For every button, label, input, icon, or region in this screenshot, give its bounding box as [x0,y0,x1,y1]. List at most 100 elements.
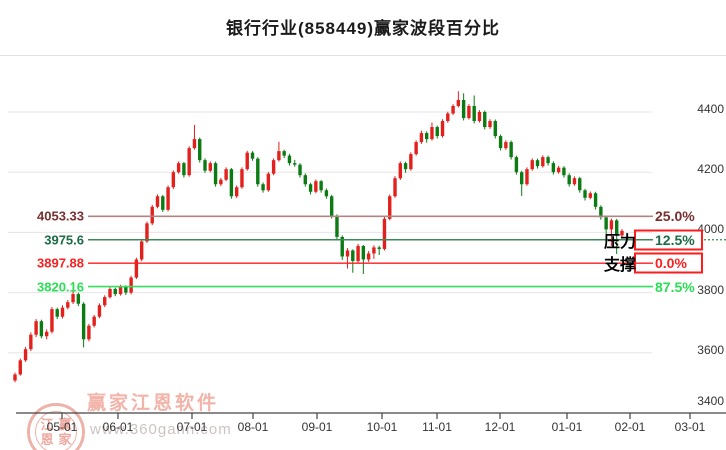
candle-body [271,160,276,174]
level-value-label: 3897.88 [37,255,84,271]
candle-body [234,187,239,197]
candle-body [366,253,371,260]
watermark-logo-characters: 江赢恩家 [35,411,77,450]
candle-body [519,172,524,185]
candle-body [50,309,54,332]
level-alert-box [634,229,703,251]
candle-body [377,247,381,249]
candle-body [414,142,418,155]
candle-body [609,220,614,230]
candle-body [187,148,191,176]
y-tick-label: 3600 [697,342,724,357]
candle-body [620,230,624,236]
candle-body [461,99,466,119]
candle-body [171,172,176,188]
candle-body [224,169,228,180]
candle-body [39,321,44,337]
candle-body [409,154,413,170]
candle-body [203,160,207,171]
candle-body [261,184,265,191]
candle-body [208,163,212,171]
logo-char: 恩 [40,432,54,447]
candle-body [23,349,28,361]
candle-body [145,223,149,242]
candle-body [345,250,350,257]
y-tick-label: 3800 [697,282,724,297]
x-tick-label: 03-01 [674,420,706,434]
y-tick-label: 4000 [697,222,724,237]
candle-body [578,178,582,191]
candle-body [546,157,550,164]
candle-body [562,167,566,176]
candle-body [176,163,181,173]
candle-body [282,151,286,156]
candle-body [66,302,70,308]
candle-body [277,151,281,161]
title-divider [0,55,726,56]
logo-char: 江 [40,417,54,432]
candle-body [319,181,323,191]
candle-body [113,288,117,295]
candle-body [388,196,392,219]
candle-body [314,181,318,192]
x-tick-label: 11-01 [422,420,452,434]
candle-body [504,142,508,149]
candle-body [87,325,91,340]
candle-body [393,178,397,197]
candle-body [361,245,366,260]
candle-body [488,121,492,128]
candle-body [483,112,487,128]
candle-body [229,169,234,197]
candle-body [541,157,545,167]
candle-body [604,217,608,230]
candle-body [71,294,75,303]
candle-body [351,250,355,261]
candle-body [155,196,160,207]
candle-body [430,127,434,140]
candle-body [556,167,561,173]
candle-body [219,179,223,185]
candle-body [335,215,339,237]
candle-body [97,305,102,317]
candle-body [583,190,587,198]
candle-body [60,307,65,317]
candle-body [81,303,86,340]
candle-body [403,163,408,170]
candle-body [472,105,476,122]
watermark-brand-text: 赢家江恩软件 [87,393,220,414]
y-tick-label: 4200 [697,162,724,177]
logo-char: 赢 [58,417,72,432]
candle-body [329,196,334,216]
level-alert-box [634,252,703,274]
candle-body [118,286,123,295]
candle-body [213,163,218,185]
level-percent-label: 87.5% [655,278,695,295]
candle-body [34,321,38,335]
candle-body [372,247,376,254]
candle-body [451,105,455,114]
x-tick-label: 08-01 [237,420,269,434]
candle-body [192,139,197,149]
candle-body [108,288,112,298]
candle-body [44,331,49,337]
candle-body [440,121,445,137]
candle-body [134,259,139,278]
candle-body [103,297,107,306]
candle-body [382,218,387,249]
level-value-label: 4053.33 [37,208,84,224]
level-value-label: 3820.16 [37,279,84,295]
candle-body [535,160,540,167]
candle-body [298,164,302,176]
level-value-label: 3975.6 [44,232,84,248]
candle-body [92,316,96,326]
x-tick-label: 01-01 [551,420,583,434]
x-tick-label: 05-01 [46,420,78,434]
level-percent-label: 12.5% [655,231,695,248]
candle-body [424,133,429,140]
candle-body [303,175,307,185]
candle-body [245,152,249,170]
candle-body [166,187,170,210]
support-annotation: 支撑 [603,257,636,274]
candle-body [588,193,593,198]
